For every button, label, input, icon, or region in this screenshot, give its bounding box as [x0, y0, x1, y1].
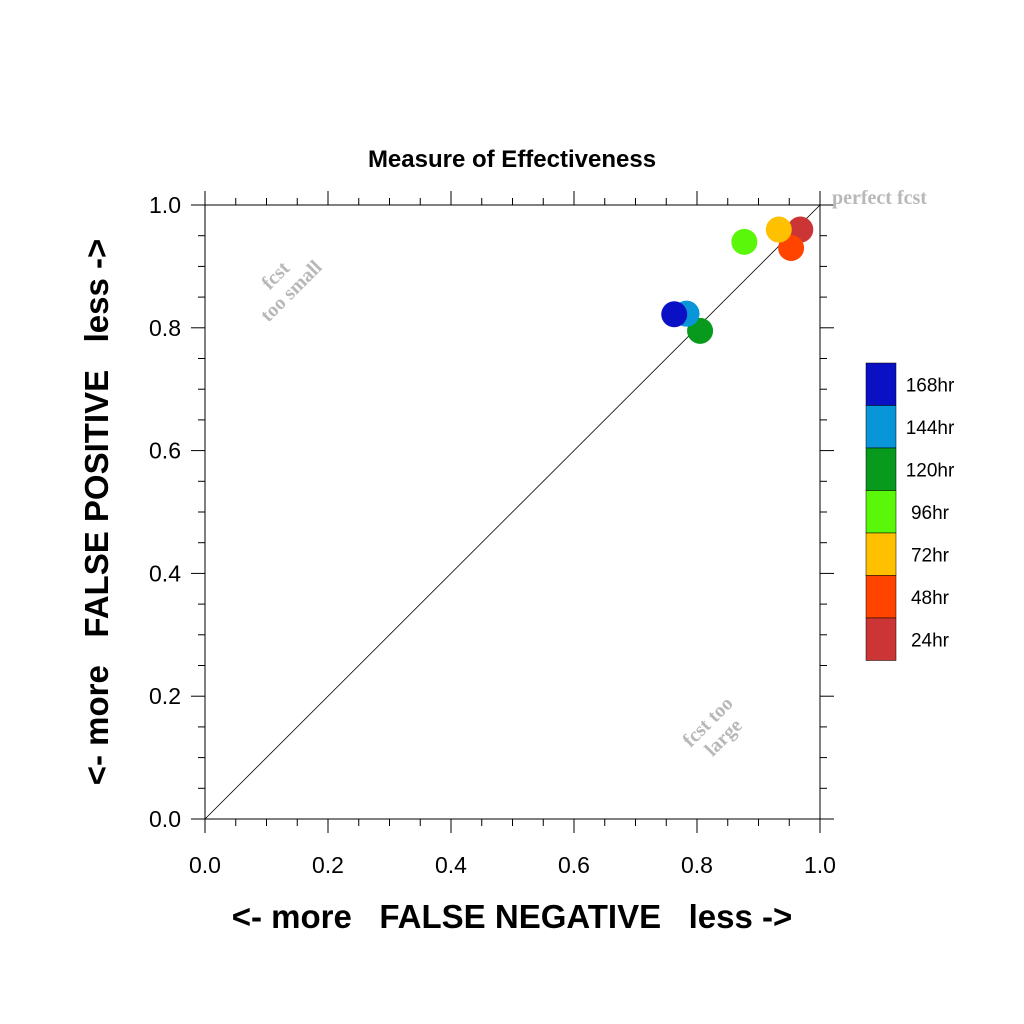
data-point-48hr	[778, 234, 805, 261]
data-point-168hr	[661, 301, 688, 328]
plot-area: 0.0 0.0 0.2 0.2 0.4 0.4 0.6 0.6 0.8 0.8 1.0 1.0	[149, 191, 836, 878]
y-axis-label: <- more FALSE POSITIVE less ->	[78, 239, 115, 786]
data-point-72hr	[765, 216, 792, 243]
y-tick-label: 0.8	[149, 315, 181, 341]
x-tick-label: 0.6	[558, 852, 590, 878]
y-tick-label: 0.6	[149, 438, 181, 464]
legend-swatch-72hr	[865, 532, 897, 576]
legend-label-72hr: 72hr	[911, 545, 950, 566]
x-tick-label: 0.4	[435, 852, 467, 878]
y-tick-label: 0.0	[149, 806, 181, 832]
x-tick-label: 0.0	[189, 852, 221, 878]
legend-label-168hr: 168hr	[906, 375, 955, 396]
x-axis-label: <- more FALSE NEGATIVE less ->	[232, 898, 793, 935]
legend-label-48hr: 48hr	[911, 588, 950, 609]
legend-swatch-96hr	[865, 490, 897, 534]
legend-label-120hr: 120hr	[906, 460, 955, 481]
data-point-96hr	[731, 228, 758, 255]
chart-title: Measure of Effectiveness	[368, 146, 656, 173]
legend-swatch-144hr	[865, 405, 897, 449]
annotation-perfect-fcst: perfect fcst	[832, 187, 927, 209]
legend: 168hr 144hr 120hr 96hr 72hr 48hr 24hr	[865, 362, 955, 661]
x-tick-label: 0.8	[681, 852, 713, 878]
legend-label-144hr: 144hr	[906, 418, 955, 439]
legend-swatch-48hr	[865, 575, 897, 619]
y-tick-label: 0.2	[149, 683, 181, 709]
legend-label-24hr: 24hr	[911, 630, 950, 651]
y-tick-label: 1.0	[149, 192, 181, 218]
legend-swatch-24hr	[865, 617, 897, 661]
legend-swatch-168hr	[865, 362, 897, 406]
y-tick-label: 0.4	[149, 560, 181, 586]
legend-label-96hr: 96hr	[911, 503, 950, 524]
x-tick-label: 1.0	[804, 852, 836, 878]
diagonal-line	[204, 204, 821, 820]
legend-swatch-120hr	[865, 447, 897, 491]
x-tick-label: 0.2	[312, 852, 344, 878]
annotation-too-small-line2: too small	[256, 256, 326, 326]
